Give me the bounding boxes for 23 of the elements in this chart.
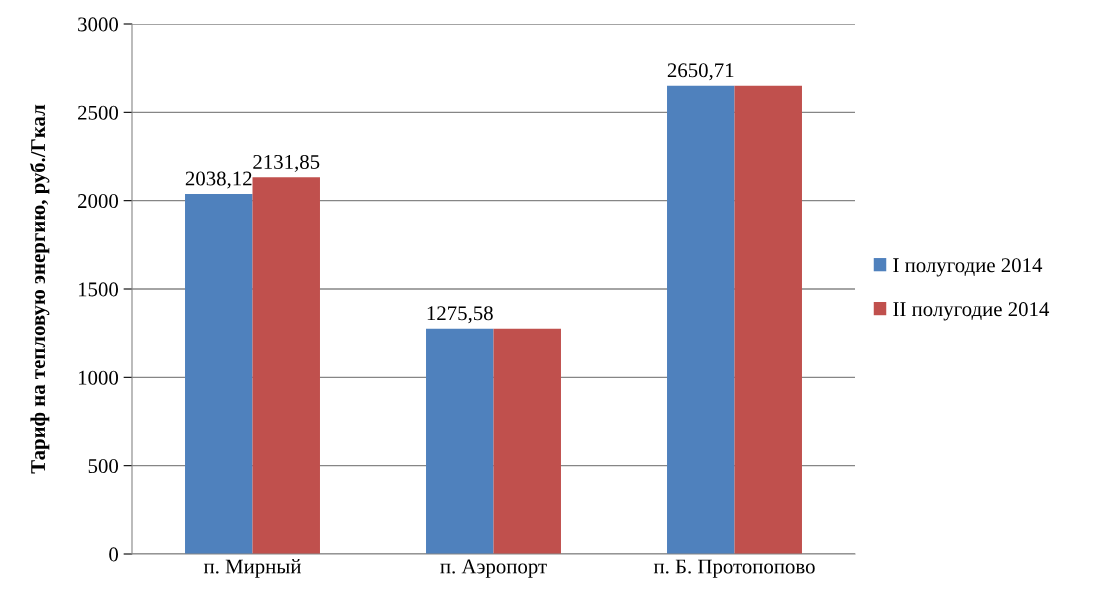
x-tick-label: п. Аэропорт bbox=[440, 559, 547, 578]
y-axis-title: Тариф на тепловую энергию, руб./Гкал bbox=[29, 104, 50, 474]
y-tick-label: 3000 bbox=[78, 17, 119, 32]
bar bbox=[734, 85, 802, 554]
bar bbox=[185, 193, 253, 554]
y-tick-label: 0 bbox=[109, 547, 119, 562]
bar bbox=[426, 328, 494, 554]
legend-label: II полугодие 2014 bbox=[893, 302, 1050, 321]
y-tick-label: 2000 bbox=[78, 194, 119, 209]
data-label: 2038,12 bbox=[185, 171, 252, 189]
x-tick-label: п. Мирный bbox=[203, 559, 301, 578]
y-tick-label: 2500 bbox=[78, 105, 119, 120]
y-tick-label: 1500 bbox=[78, 282, 119, 297]
y-tick-label: 1000 bbox=[78, 370, 119, 385]
data-label: 2650,71 bbox=[667, 63, 734, 81]
bar bbox=[667, 85, 735, 554]
bar bbox=[252, 177, 320, 554]
data-label: 2131,85 bbox=[253, 154, 320, 172]
x-tick-label: п. Б. Протопопово bbox=[653, 559, 815, 578]
bar bbox=[493, 328, 561, 554]
data-label: 1275,58 bbox=[427, 306, 493, 324]
legend-label: I полугодие 2014 bbox=[893, 258, 1043, 277]
y-tick-label: 500 bbox=[88, 459, 119, 474]
